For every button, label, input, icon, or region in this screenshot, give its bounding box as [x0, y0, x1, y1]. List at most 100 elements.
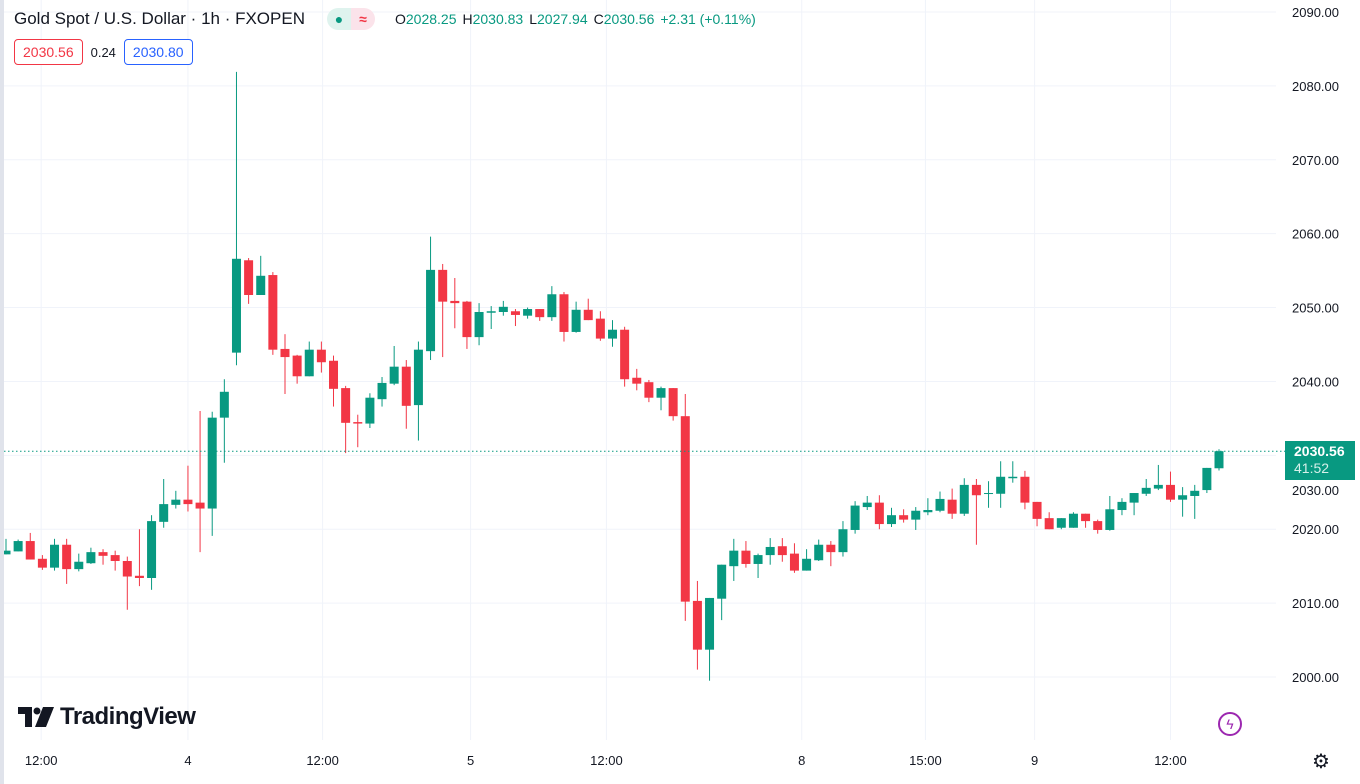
candle-body [25, 541, 35, 560]
candle-body [219, 391, 229, 418]
sell-button[interactable]: 2030.56 [14, 39, 83, 65]
candle-down [680, 394, 690, 621]
buy-button[interactable]: 2030.80 [123, 39, 193, 65]
candle-body [1153, 484, 1163, 489]
candle-up [923, 498, 933, 516]
candle-body [692, 600, 702, 650]
candle-down [1032, 501, 1042, 527]
candle-body [571, 309, 581, 332]
candle-down [971, 478, 981, 545]
market-open-dot-icon: ● [326, 8, 351, 30]
candle-up [219, 379, 229, 463]
candle-body [802, 558, 812, 571]
candle-body [680, 416, 690, 602]
candle-down [244, 258, 254, 304]
candle-body [1214, 451, 1224, 469]
candle-down [341, 385, 351, 454]
candle-body [741, 550, 751, 564]
candle-up [523, 307, 533, 319]
tradingview-logo[interactable]: TradingView [18, 703, 196, 731]
candle-body [1129, 493, 1139, 503]
candle-body [377, 382, 387, 400]
candle-up [1, 538, 11, 555]
candle-up [171, 490, 181, 509]
candle-up [996, 461, 1006, 508]
candle-body [1105, 509, 1115, 530]
candle-down [329, 355, 339, 407]
candle-body [329, 360, 339, 389]
trade-buttons: 2030.56 0.24 2030.80 [14, 39, 193, 65]
candle-body [413, 349, 423, 406]
candle-down [462, 300, 472, 349]
candle-up [547, 286, 557, 321]
candle-down [595, 311, 605, 341]
gear-icon[interactable]: ⚙ [1312, 751, 1330, 773]
bar-countdown: 41:52 [1294, 460, 1330, 476]
candle-body [1141, 487, 1151, 494]
price-axis[interactable]: 2000.00 2010.00 2020.00 2030.00 2040.00 2050.… [1292, 5, 1339, 685]
candle-down [450, 278, 460, 329]
lightning-icon[interactable]: ϟ [1218, 712, 1242, 736]
last-price-value: 2030.56 [1294, 443, 1345, 459]
candle-down [122, 556, 132, 610]
y-tick-label: 2000.00 [1292, 670, 1339, 685]
candle-body [644, 382, 654, 398]
candle-up [365, 393, 375, 429]
candle-body [1056, 518, 1066, 528]
candle-body [244, 260, 254, 295]
time-axis[interactable]: 12:00 4 12:00 5 12:00 8 15:00 9 12:00 [25, 753, 1187, 768]
y-tick-label: 2030.00 [1292, 483, 1339, 498]
candle-body [559, 294, 569, 332]
x-tick-label: 8 [798, 753, 805, 768]
open-value: 2028.25 [405, 11, 457, 27]
candle-up [1129, 493, 1139, 516]
candle-body [1, 550, 11, 555]
candle-body [1008, 476, 1018, 479]
candle-body [462, 301, 472, 338]
candle-down [353, 414, 363, 448]
candle-up [802, 549, 812, 571]
candle-body [486, 311, 496, 313]
candle-body [450, 300, 460, 304]
candle-body [996, 476, 1006, 494]
candle-up [1117, 498, 1127, 516]
candle-body [159, 504, 169, 522]
candle-down [1165, 471, 1175, 502]
candle-body [668, 388, 678, 417]
candle-up [1056, 518, 1066, 530]
candle-up [1202, 467, 1212, 494]
candle-body [705, 597, 715, 650]
candle-up [86, 547, 96, 564]
candle-up [717, 564, 727, 621]
candle-body [316, 349, 326, 363]
x-tick-label: 9 [1031, 753, 1038, 768]
close-value: 2030.56 [603, 11, 655, 27]
x-tick-label: 12:00 [590, 753, 623, 768]
candle-body [583, 309, 593, 321]
status-pill[interactable]: ● ≈ [326, 8, 375, 30]
y-tick-label: 2040.00 [1292, 374, 1339, 389]
high-value: 2030.83 [472, 11, 524, 27]
x-tick-label: 15:00 [909, 753, 942, 768]
candle-up [850, 501, 860, 534]
candle-up [1068, 512, 1078, 528]
candle-body [426, 269, 436, 352]
candle-body [753, 555, 763, 564]
x-tick-label: 12:00 [1154, 753, 1187, 768]
candle-body [1202, 467, 1212, 491]
candle-body [620, 329, 630, 380]
x-tick-label: 4 [184, 753, 191, 768]
logo-text: TradingView [60, 703, 196, 730]
candle-up [50, 538, 60, 571]
candle-up [231, 71, 241, 366]
symbol-title[interactable]: Gold Spot / U.S. Dollar · 1h · FXOPEN [14, 9, 305, 28]
candle-up [1190, 484, 1200, 519]
candle-up [304, 341, 314, 377]
candle-body [862, 502, 872, 508]
y-tick-label: 2020.00 [1292, 522, 1339, 537]
candle-up [959, 478, 969, 516]
candle-body [389, 366, 399, 384]
last-price-tag: 2030.56 41:52 [1285, 441, 1355, 480]
x-tick-label: 5 [467, 753, 474, 768]
